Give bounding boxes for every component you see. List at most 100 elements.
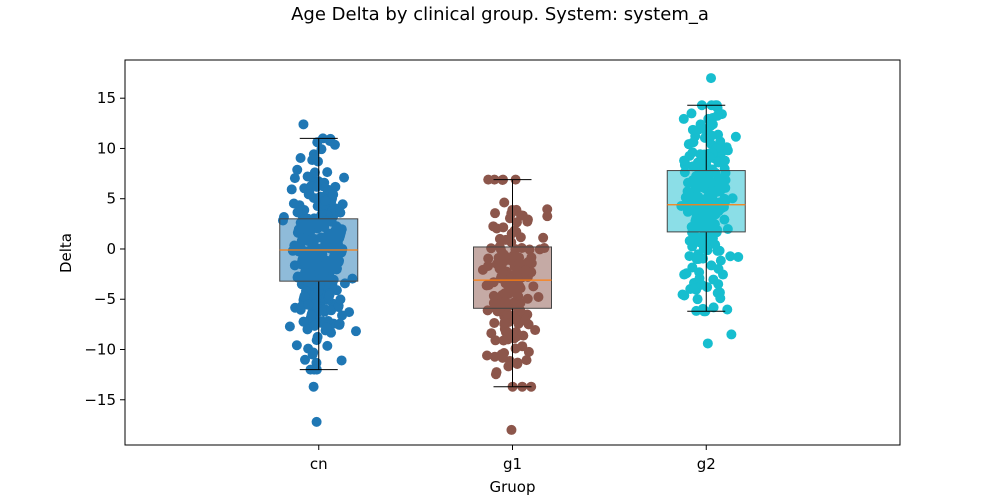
data-point <box>694 237 705 248</box>
data-point <box>515 232 526 243</box>
data-point <box>336 355 347 366</box>
data-point <box>490 369 501 380</box>
data-point <box>329 139 340 150</box>
y-tick-label: 0 <box>106 240 116 258</box>
box <box>473 246 552 309</box>
data-point <box>521 355 532 366</box>
data-point <box>706 130 717 141</box>
x-tick-label: g2 <box>697 455 716 473</box>
data-point <box>517 210 528 221</box>
data-point <box>715 255 726 266</box>
data-point <box>481 350 492 361</box>
plot-frame <box>124 59 901 446</box>
x-tick-label: cn <box>310 455 328 473</box>
data-point <box>502 327 513 338</box>
data-point <box>730 131 741 142</box>
data-point <box>350 326 361 337</box>
data-point <box>510 343 521 354</box>
data-point <box>702 338 713 349</box>
data-point <box>694 273 705 284</box>
data-point <box>722 304 733 315</box>
data-point <box>684 235 695 246</box>
data-point <box>499 197 510 208</box>
data-point <box>312 331 323 342</box>
data-point <box>335 294 346 305</box>
data-point <box>700 124 711 135</box>
y-tick-label: 15 <box>97 89 116 107</box>
data-point <box>490 335 501 346</box>
data-point <box>542 204 553 215</box>
data-point <box>289 173 300 184</box>
data-point <box>692 157 703 168</box>
box <box>666 170 746 233</box>
y-tick-label: 10 <box>97 139 116 157</box>
data-point <box>681 268 692 279</box>
data-point <box>722 145 733 156</box>
data-point <box>335 207 346 218</box>
data-point <box>702 245 713 256</box>
data-point <box>678 113 689 124</box>
y-axis-label: Delta <box>57 233 75 273</box>
data-point <box>719 155 730 166</box>
data-point <box>498 222 509 233</box>
data-point <box>339 172 350 183</box>
data-point <box>499 317 510 328</box>
data-point <box>303 189 314 200</box>
data-point <box>292 164 303 175</box>
data-point <box>309 167 320 178</box>
data-point <box>500 234 511 245</box>
data-point <box>326 305 337 316</box>
data-point <box>523 319 534 330</box>
data-point <box>713 263 724 274</box>
data-point <box>334 318 345 329</box>
data-point <box>715 293 726 304</box>
data-point <box>295 152 306 163</box>
data-point <box>538 232 549 243</box>
data-point <box>708 274 719 285</box>
data-point <box>309 320 320 331</box>
data-point <box>315 279 326 290</box>
data-point <box>319 177 330 188</box>
data-point <box>506 424 517 435</box>
data-point <box>286 184 297 195</box>
data-point <box>311 416 322 427</box>
data-point <box>299 291 310 302</box>
data-point <box>677 289 688 300</box>
data-point <box>490 208 501 219</box>
chart-title: Age Delta by clinical group. System: sys… <box>291 4 709 25</box>
data-point <box>337 310 348 321</box>
data-point <box>504 213 515 224</box>
data-point <box>726 329 737 340</box>
data-point <box>292 207 303 218</box>
data-point <box>288 198 299 209</box>
data-point <box>284 321 295 332</box>
data-point <box>322 167 333 178</box>
data-point <box>322 340 333 351</box>
data-point <box>712 110 723 121</box>
y-tick-label: −15 <box>84 391 116 409</box>
data-point <box>328 189 339 200</box>
data-point <box>311 181 322 192</box>
data-point <box>706 73 717 84</box>
data-point <box>733 251 744 262</box>
data-point <box>683 139 694 150</box>
data-point <box>708 302 719 313</box>
data-point <box>291 340 302 351</box>
data-point <box>725 251 736 262</box>
data-point <box>302 171 313 182</box>
data-point <box>512 357 523 368</box>
data-point <box>308 149 319 160</box>
data-point <box>687 147 698 158</box>
data-point <box>523 346 534 357</box>
data-point <box>489 317 500 328</box>
y-tick-label: −10 <box>84 341 116 359</box>
data-point <box>679 155 690 166</box>
data-point <box>303 299 314 310</box>
data-point <box>497 352 508 363</box>
x-tick-label: g1 <box>503 455 522 473</box>
data-point <box>337 199 348 210</box>
data-point <box>307 349 318 360</box>
x-axis-label: Gruop <box>490 478 536 496</box>
